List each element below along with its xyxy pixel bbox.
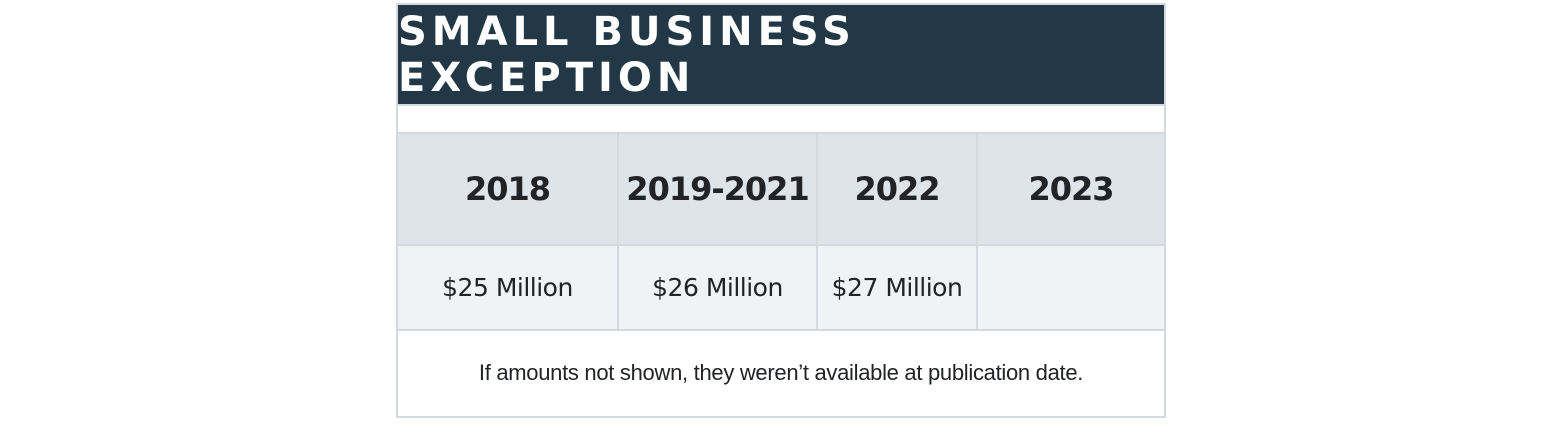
title-bar: SMALL BUSINESS EXCEPTION <box>398 5 1164 106</box>
column-header-2018: 2018 <box>398 134 619 245</box>
footnote: If amounts not shown, they weren’t avail… <box>478 360 1084 385</box>
cell-2019-2021: $26 Million <box>618 245 818 330</box>
spacer <box>398 106 1164 134</box>
cell-2022: $27 Million <box>817 245 978 330</box>
page-title: SMALL BUSINESS EXCEPTION <box>398 8 856 101</box>
column-header-2019-2021: 2019-2021 <box>618 134 818 245</box>
column-header-2022: 2022 <box>817 134 978 245</box>
exception-table: 2018 2019-2021 2022 2023 $25 Million $26… <box>398 134 1164 331</box>
cell-2018: $25 Million <box>398 245 619 330</box>
column-header-2023: 2023 <box>1028 170 1114 208</box>
cell-2023 <box>977 245 1164 330</box>
table-row: $25 Million $26 Million $27 Million <box>398 245 1164 330</box>
table-header-row: 2018 2019-2021 2022 2023 <box>398 134 1164 245</box>
small-business-exception-card: SMALL BUSINESS EXCEPTION 2018 2019-2021 … <box>396 3 1166 418</box>
